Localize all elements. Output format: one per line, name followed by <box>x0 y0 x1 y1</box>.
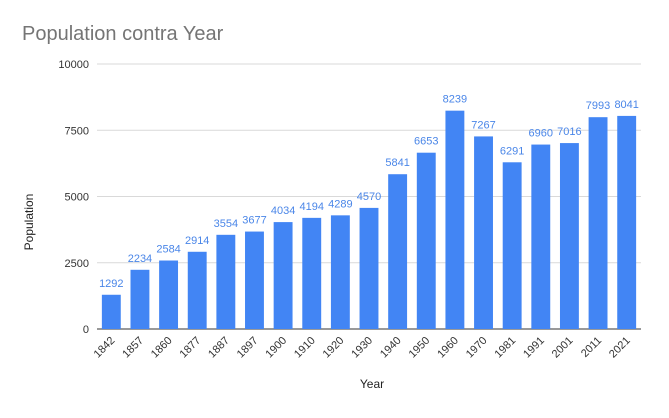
bar-2001 <box>559 143 579 329</box>
x-tick-label-1950: 1950 <box>407 335 433 361</box>
bar-1970 <box>474 136 493 329</box>
data-label-2021: 8041 <box>614 99 638 111</box>
bar-1897 <box>245 231 264 329</box>
data-label-1877: 2914 <box>185 235 209 247</box>
data-label-1981: 6291 <box>500 145 524 157</box>
data-label-1960: 8239 <box>443 94 467 106</box>
x-axis-ticks: 1842 1857 1860 1877 1887 1897 1900 1910 1920 1930… <box>92 335 633 361</box>
bar-1877 <box>187 251 207 329</box>
data-label-1842: 1292 <box>99 278 123 290</box>
x-tick-label-2011: 2011 <box>579 335 604 360</box>
x-tick-label-1960: 1960 <box>435 335 461 361</box>
data-label-1857: 2234 <box>128 253 152 265</box>
y-tick-label: 10000 <box>58 59 89 71</box>
bar-1950 <box>416 152 436 329</box>
bar-1860 <box>159 260 179 329</box>
bar-2021 <box>617 115 637 329</box>
x-tick-label-1860: 1860 <box>149 335 175 361</box>
bar-2011 <box>588 117 608 329</box>
data-label-1991: 6960 <box>529 128 553 140</box>
x-tick-label-1981: 1981 <box>492 335 518 361</box>
bar-1910 <box>302 217 322 329</box>
x-tick-label-1897: 1897 <box>235 335 261 361</box>
x-tick-label-1857: 1857 <box>120 335 146 361</box>
bar-1991 <box>531 144 551 329</box>
x-tick-label-1900: 1900 <box>263 335 289 361</box>
x-axis-label: Year <box>360 377 384 391</box>
data-label-1940: 5841 <box>385 157 409 169</box>
data-label-1930: 4570 <box>357 191 381 203</box>
data-label-1920: 4289 <box>328 198 352 210</box>
x-tick-label-1920: 1920 <box>321 335 347 361</box>
data-label-1970: 7267 <box>471 119 495 131</box>
bar-1920 <box>330 215 350 329</box>
y-axis-label: Population <box>22 194 36 251</box>
x-tick-label-1877: 1877 <box>178 335 204 361</box>
x-tick-label-1970: 1970 <box>464 335 490 361</box>
x-tick-label-1887: 1887 <box>206 335 232 361</box>
y-tick-label: 2500 <box>65 258 89 270</box>
x-tick-label-1940: 1940 <box>378 335 404 361</box>
data-label-2001: 7016 <box>557 126 581 138</box>
bar-1857 <box>130 269 150 329</box>
data-label-1887: 3554 <box>214 218 238 230</box>
x-tick-label-2001: 2001 <box>550 335 576 361</box>
data-label-1860: 2584 <box>156 244 180 256</box>
x-tick-label-1930: 1930 <box>349 335 375 361</box>
x-tick-label-1910: 1910 <box>292 335 318 361</box>
data-label-2011: 7993 <box>586 100 610 112</box>
bars <box>101 110 637 329</box>
bar-1900 <box>273 222 293 329</box>
bar-1887 <box>216 234 236 329</box>
data-label-1910: 4194 <box>299 201 323 213</box>
chart-title: Population contra Year <box>22 23 224 45</box>
bar-1930 <box>359 207 379 329</box>
x-tick-label-1991: 1991 <box>521 335 547 361</box>
data-label-1950: 6653 <box>414 136 438 148</box>
bar-1842 <box>101 294 121 329</box>
y-axis-ticks: 0 2500 5000 7500 10000 <box>58 59 89 336</box>
y-tick-label: 7500 <box>65 125 89 137</box>
y-tick-label: 0 <box>83 324 89 336</box>
y-tick-label: 5000 <box>65 192 89 204</box>
bar-1940 <box>388 174 408 329</box>
x-tick-label-2021: 2021 <box>607 335 633 361</box>
x-tick-label-1842: 1842 <box>92 335 118 361</box>
data-labels: 1292 2234 2584 2914 3554 3677 4034 4194 4289 4570… <box>99 94 639 290</box>
data-label-1900: 4034 <box>271 205 295 217</box>
bar-1960 <box>445 110 465 329</box>
gridlines <box>97 63 641 330</box>
bar-1981 <box>502 162 522 329</box>
data-label-1897: 3677 <box>242 215 266 227</box>
